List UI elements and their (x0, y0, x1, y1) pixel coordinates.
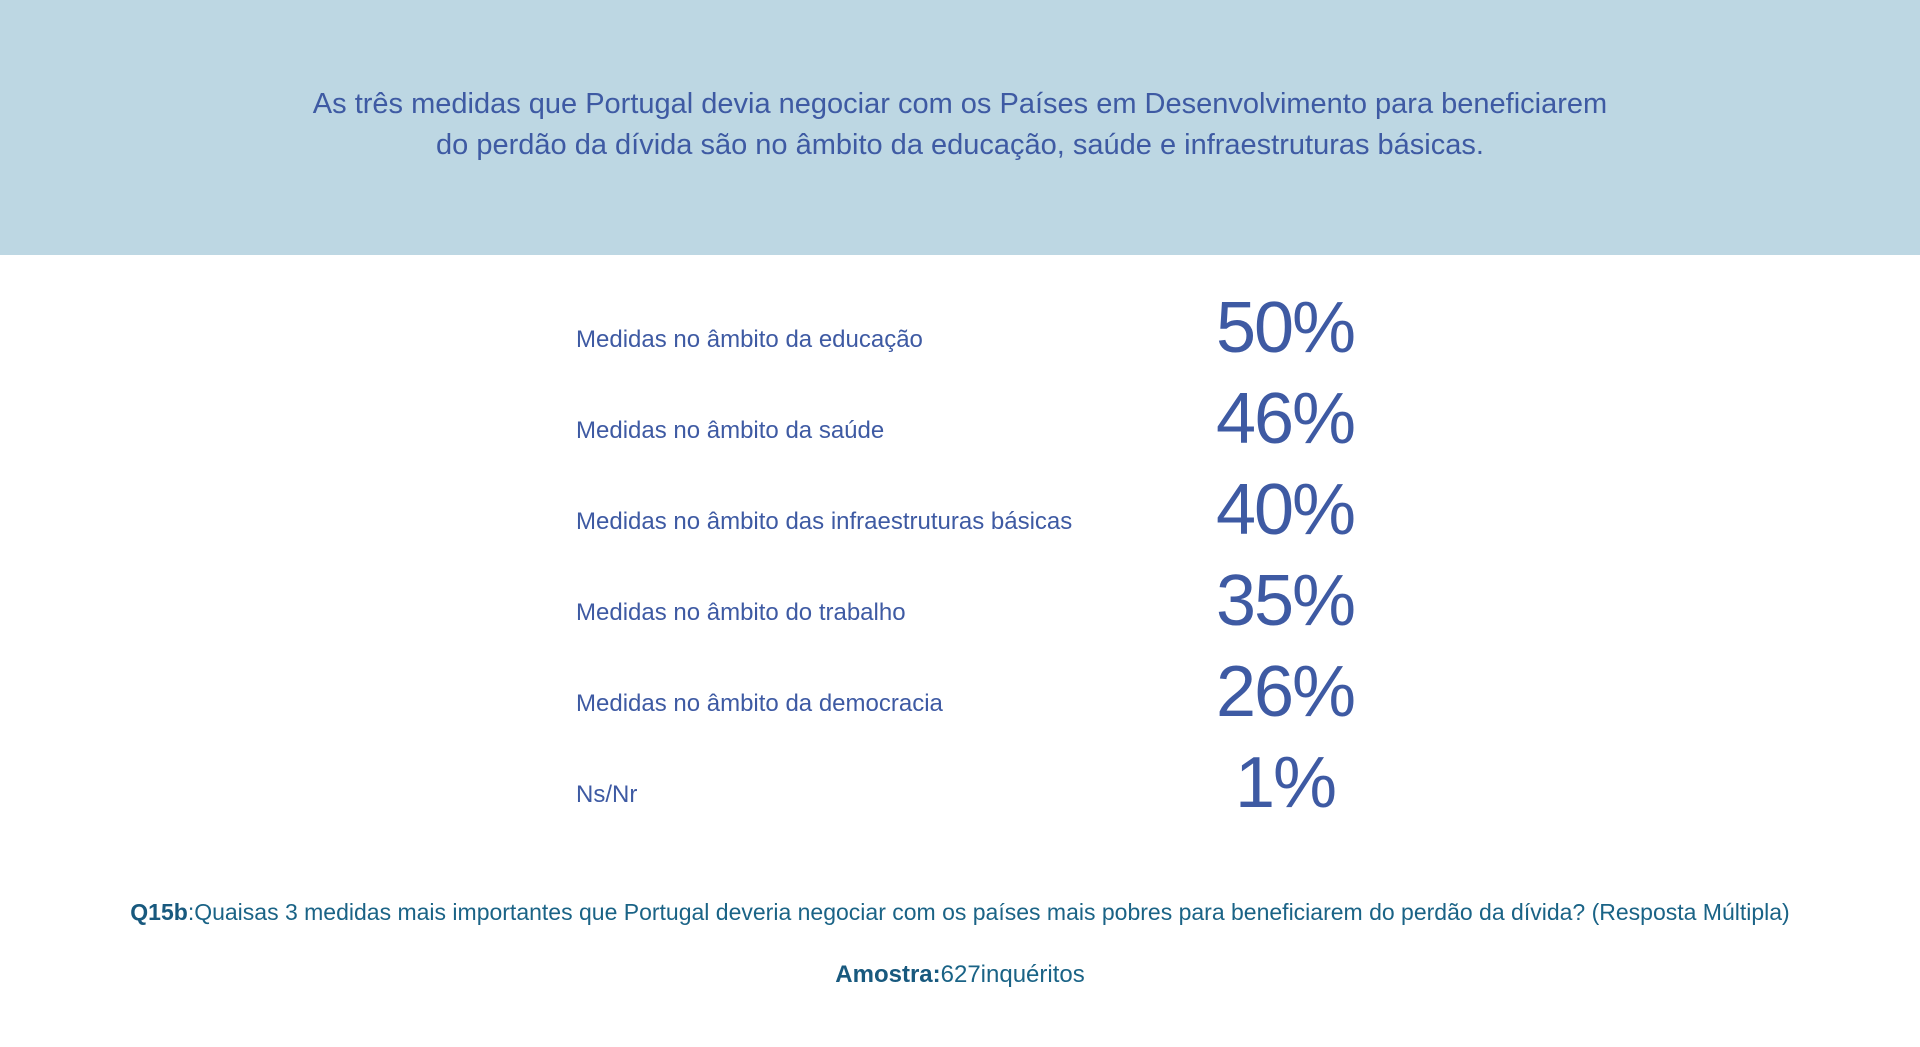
sample-label: Amostra: (835, 961, 941, 988)
chart-title: As três medidas que Portugal devia negoc… (0, 84, 1920, 166)
row-label: Medidas no âmbito da saúde (576, 417, 885, 444)
row-value: 1% (1234, 743, 1337, 823)
row-label: Medidas no âmbito da democracia (576, 690, 943, 717)
question-text: :Quaisas 3 medidas mais importantes que … (187, 899, 1790, 925)
row-value: 46% (1215, 379, 1356, 459)
row-label: Medidas no âmbito das infraestruturas bá… (576, 508, 1073, 535)
row-value: 50% (1215, 288, 1356, 368)
chart-title-line-2: do perdão da dívida são no âmbito da edu… (436, 129, 1484, 161)
survey-question: Q15b:Quaisas 3 medidas mais importantes … (0, 897, 1920, 927)
row-value: 26% (1215, 652, 1356, 732)
header-banner: As três medidas que Portugal devia negoc… (0, 0, 1920, 255)
row-label: Medidas no âmbito da educação (576, 326, 923, 353)
chart-title-line-1: As três medidas que Portugal devia negoc… (312, 88, 1608, 120)
sample-size: Amostra:627inquéritos (0, 960, 1920, 990)
question-code: Q15b (130, 899, 188, 925)
row-value: 35% (1215, 561, 1356, 641)
row-value: 40% (1215, 470, 1356, 550)
sample-value: 627inquéritos (940, 961, 1085, 988)
row-label: Ns/Nr (576, 781, 638, 808)
row-label: Medidas no âmbito do trabalho (576, 599, 906, 626)
